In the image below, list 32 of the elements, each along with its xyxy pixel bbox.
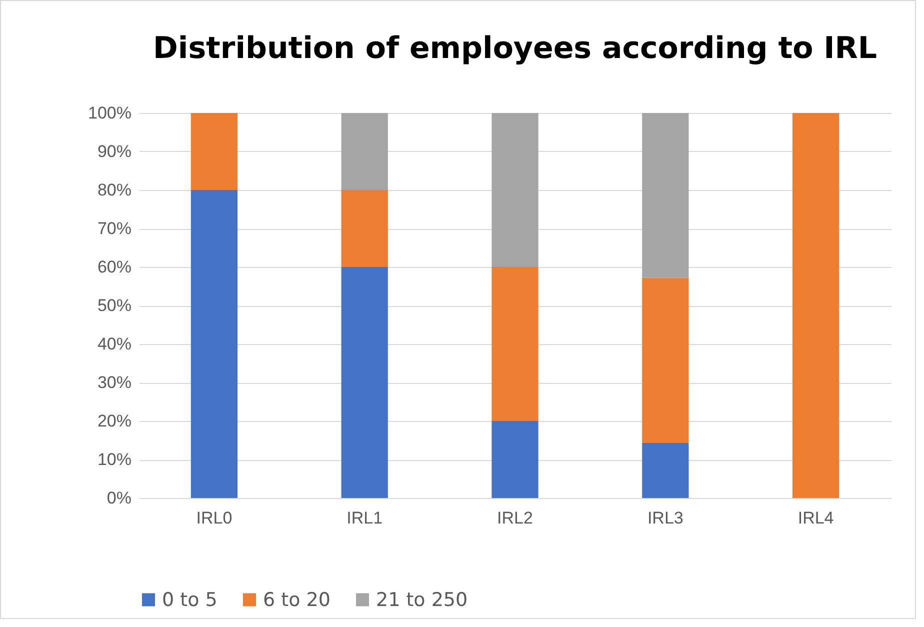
bar [792, 113, 840, 498]
y-tick-label: 10% [97, 450, 132, 469]
bar [492, 113, 538, 267]
y-tick-label: 60% [97, 258, 132, 276]
y-tick-label: 30% [97, 373, 132, 392]
y-tick-label: 0% [106, 488, 132, 508]
bar [341, 190, 388, 267]
bar [642, 278, 689, 443]
y-tick-label: 40% [97, 334, 132, 354]
y-tick-label: 70% [97, 219, 132, 238]
bar [341, 267, 388, 498]
chart-title: Distribution of employees according to IRL [153, 31, 877, 66]
x-tick-label: IRL2 [497, 508, 533, 528]
x-tick-label: IRL4 [798, 508, 834, 528]
y-tick-label: 100% [88, 104, 132, 122]
legend-label: 6 to 20 [263, 588, 330, 611]
bar [642, 113, 689, 278]
legend-label: 21 to 250 [376, 588, 468, 611]
y-tick-label: 20% [97, 412, 132, 430]
y-tick-label: 80% [97, 180, 132, 200]
bar [492, 421, 538, 498]
bar [341, 113, 388, 190]
legend-label: 0 to 5 [162, 588, 218, 611]
bar [642, 442, 689, 498]
x-tick-label: IRL3 [647, 508, 684, 528]
y-tick-label: 90% [97, 142, 132, 161]
y-tick-label: 50% [97, 296, 132, 315]
x-tick-label: IRL0 [196, 508, 232, 528]
x-tick-label: IRL1 [346, 508, 383, 528]
bar [492, 267, 538, 421]
bar [190, 113, 238, 190]
bar [190, 190, 238, 498]
